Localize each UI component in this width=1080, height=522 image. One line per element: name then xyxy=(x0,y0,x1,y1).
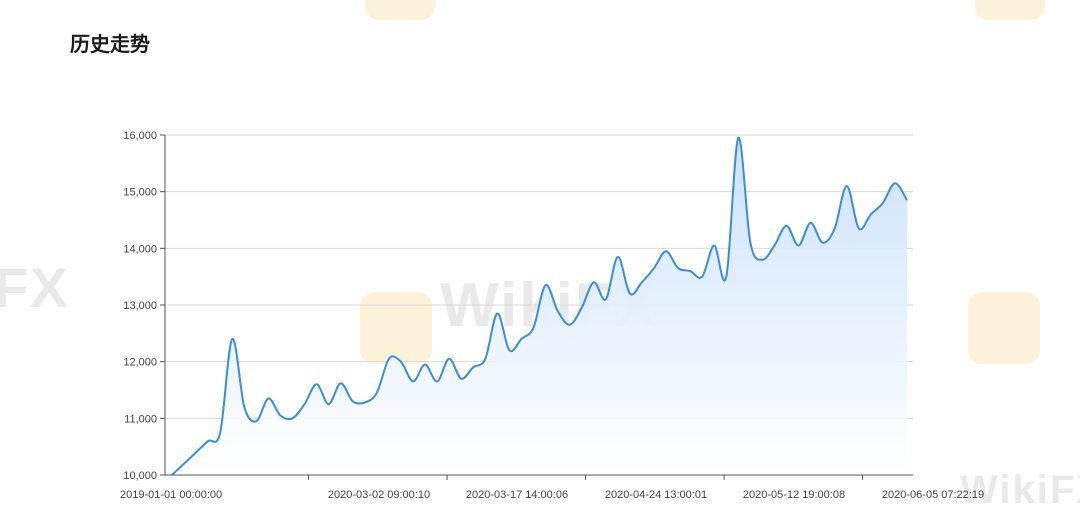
x-tick-label: 2019-01-01 00:00:00 xyxy=(120,489,222,501)
x-tick-label: 2020-03-02 09:00:10 xyxy=(328,489,430,501)
y-tick-label: 11,000 xyxy=(124,413,157,425)
watermark-logo xyxy=(975,0,1045,20)
watermark-logo xyxy=(968,292,1040,364)
area-fill xyxy=(171,136,908,476)
y-tick-label: 15,000 xyxy=(123,187,157,199)
y-tick-label: 16,000 xyxy=(123,130,157,142)
watermark-text: FX xyxy=(0,256,70,319)
watermark-text: WikiFX xyxy=(960,468,1080,512)
watermark-logo xyxy=(365,0,435,20)
y-tick-label: 14,000 xyxy=(123,243,157,255)
y-tick-label: 12,000 xyxy=(123,357,157,369)
y-tick-label: 10,000 xyxy=(123,470,157,482)
x-tick-label: 2020-04-24 13:00:01 xyxy=(605,489,707,501)
x-tick-label: 2020-06-05 07:22:19 xyxy=(882,489,984,501)
y-tick-label: 13,000 xyxy=(123,300,157,312)
series-line xyxy=(171,136,908,476)
x-tick-label: 2020-03-17 14:00:06 xyxy=(466,489,568,501)
watermark-logo xyxy=(360,292,432,364)
page-title: 历史走势 xyxy=(70,32,150,56)
tick-labels: 10,000 11,000 12,000 13,000 14,000 15,000 16,0… xyxy=(120,130,984,501)
axes xyxy=(160,134,913,480)
x-tick-label: 2020-05-12 19:00:08 xyxy=(743,489,845,501)
